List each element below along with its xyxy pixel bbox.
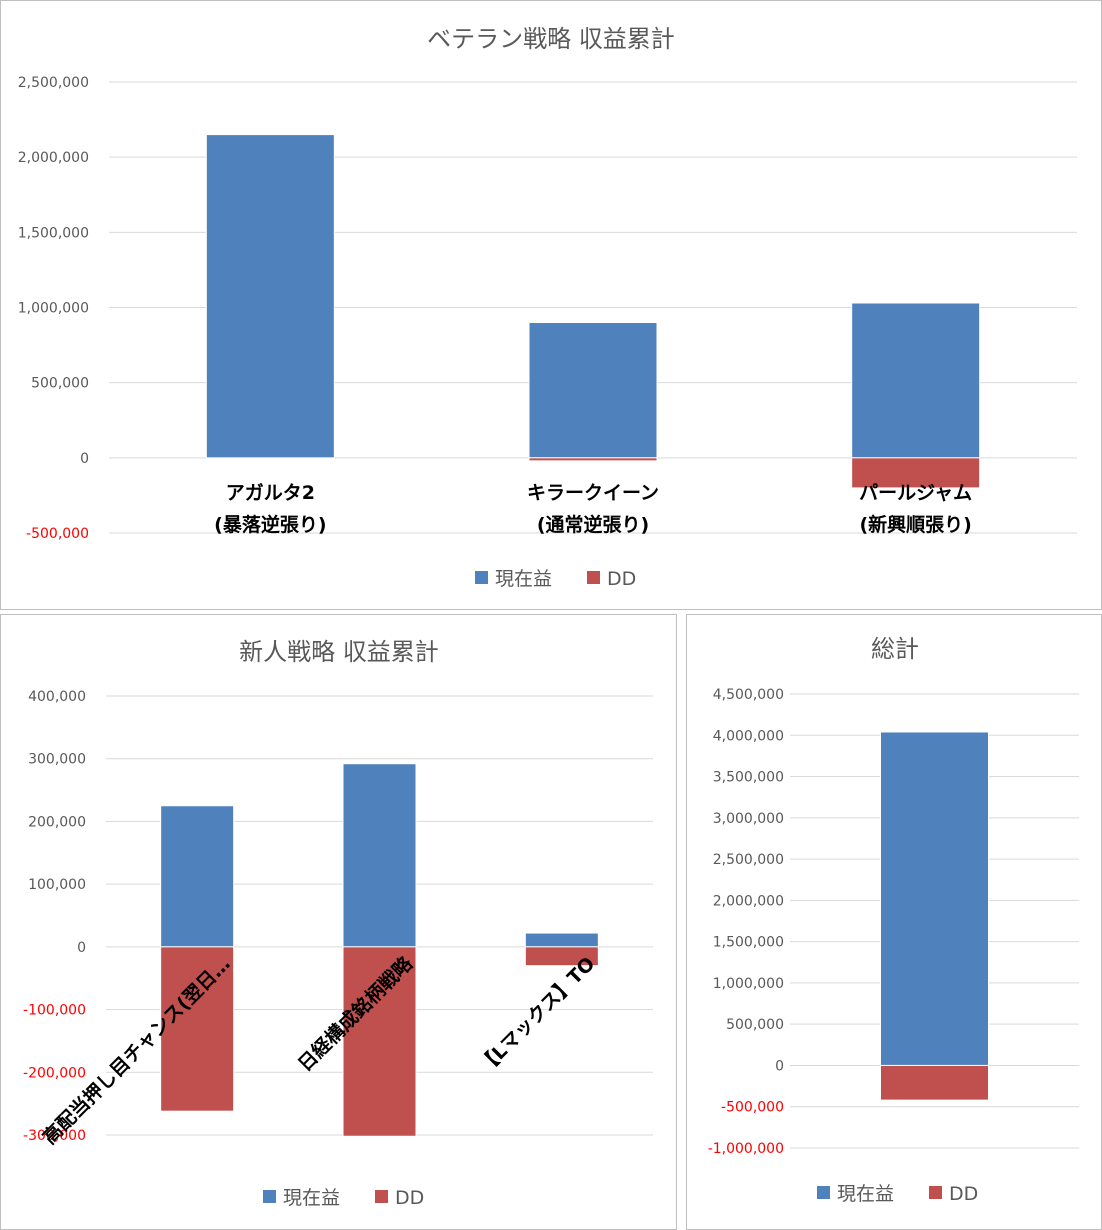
category-label: アガルタ2: [226, 482, 315, 504]
legend: 現在益 DD: [817, 1183, 978, 1205]
legend-swatch-dd: [929, 1186, 942, 1199]
dd-bar: [880, 1064, 989, 1101]
y-tick-label: 0: [775, 1058, 784, 1074]
category-label: (暴落逆張り): [214, 513, 326, 536]
rookie-chart: 新人戦略 収益累計 400,000 300,000 200,000 100,000 0 -1…: [23, 638, 653, 1209]
y-tick-label: 1,500,000: [18, 225, 89, 241]
legend-label-dd: DD: [949, 1183, 978, 1205]
y-tick-label: -1,000,000: [708, 1141, 784, 1157]
y-tick-label: -300,000: [23, 1128, 86, 1144]
chart-title: 新人戦略 収益累計: [239, 638, 439, 666]
profit-bar: [528, 322, 658, 459]
legend-swatch-profit: [263, 1190, 276, 1203]
category-label: (通常逆張り): [537, 513, 649, 536]
profit-bar: [160, 805, 235, 948]
y-tick-label: 2,000,000: [18, 150, 89, 166]
y-tick-label: 500,000: [726, 1017, 784, 1033]
y-tick-label: -500,000: [721, 1100, 784, 1116]
rookie-chart-panel: 新人戦略 収益累計 400,000 300,000 200,000 100,000 0 -1…: [0, 614, 677, 1230]
chart-title: ベテラン戦略 収益累計: [427, 25, 675, 53]
y-tick-label: 500,000: [31, 376, 89, 392]
category-label: キラークイーン: [527, 482, 659, 504]
dd-bar: [160, 946, 235, 1112]
y-tick-label: 200,000: [28, 814, 86, 830]
y-tick-label: 2,500,000: [713, 852, 784, 868]
dd-bar: [851, 457, 981, 489]
total-chart: 総計 4,500,000 4,000,000 3,500,000 3,000,000 2,…: [708, 635, 1079, 1205]
legend-swatch-profit: [817, 1186, 830, 1199]
y-tick-label: 2,000,000: [713, 893, 784, 909]
y-tick-label: 0: [77, 940, 86, 956]
y-tick-label: -200,000: [23, 1065, 86, 1081]
legend: 現在益 DD: [475, 568, 636, 590]
y-tick-label: 3,500,000: [713, 770, 784, 786]
total-chart-panel: 総計 4,500,000 4,000,000 3,500,000 3,000,000 2,…: [686, 614, 1102, 1230]
profit-bar: [880, 731, 989, 1066]
dd-bar: [524, 946, 599, 967]
y-tick-label: 1,000,000: [18, 301, 89, 317]
y-tick-label: 100,000: [28, 877, 86, 893]
profit-bar: [342, 763, 417, 948]
chart-title: 総計: [871, 635, 919, 663]
y-tick-label: -500,000: [26, 526, 89, 542]
legend-swatch-dd: [587, 571, 600, 584]
profit-bar: [524, 932, 599, 948]
legend-label-dd: DD: [607, 568, 636, 590]
dd-bar: [528, 457, 658, 462]
y-tick-label: 2,500,000: [18, 75, 89, 91]
legend-label-profit: 現在益: [495, 568, 552, 590]
y-tick-label: 400,000: [28, 689, 86, 705]
y-tick-label: -100,000: [23, 1003, 86, 1019]
y-tick-label: 4,000,000: [713, 728, 784, 744]
y-tick-label: 300,000: [28, 752, 86, 768]
profit-bar: [205, 134, 335, 459]
category-label: 【Lマックス】TO: [474, 952, 600, 1078]
legend-swatch-dd: [375, 1190, 388, 1203]
legend: 現在益 DD: [263, 1187, 424, 1209]
y-tick-label: 3,000,000: [713, 811, 784, 827]
category-label: パールジャム: [859, 482, 972, 504]
y-tick-label: 1,000,000: [713, 976, 784, 992]
dd-bar: [342, 946, 417, 1137]
legend-label-profit: 現在益: [283, 1187, 340, 1209]
y-tick-label: 4,500,000: [713, 687, 784, 703]
veteran-chart: ベテラン戦略 収益累計 2,500,000 2,000,000 1,500,000 1,…: [18, 25, 1077, 590]
y-tick-label: 0: [80, 451, 89, 467]
profit-bar: [851, 302, 981, 459]
legend-swatch-profit: [475, 571, 488, 584]
veteran-chart-panel: ベテラン戦略 収益累計 2,500,000 2,000,000 1,500,000 1,…: [0, 0, 1102, 610]
y-tick-label: 1,500,000: [713, 935, 784, 951]
category-label: (新興順張り): [859, 513, 971, 536]
legend-label-profit: 現在益: [837, 1183, 894, 1205]
legend-label-dd: DD: [395, 1187, 424, 1209]
